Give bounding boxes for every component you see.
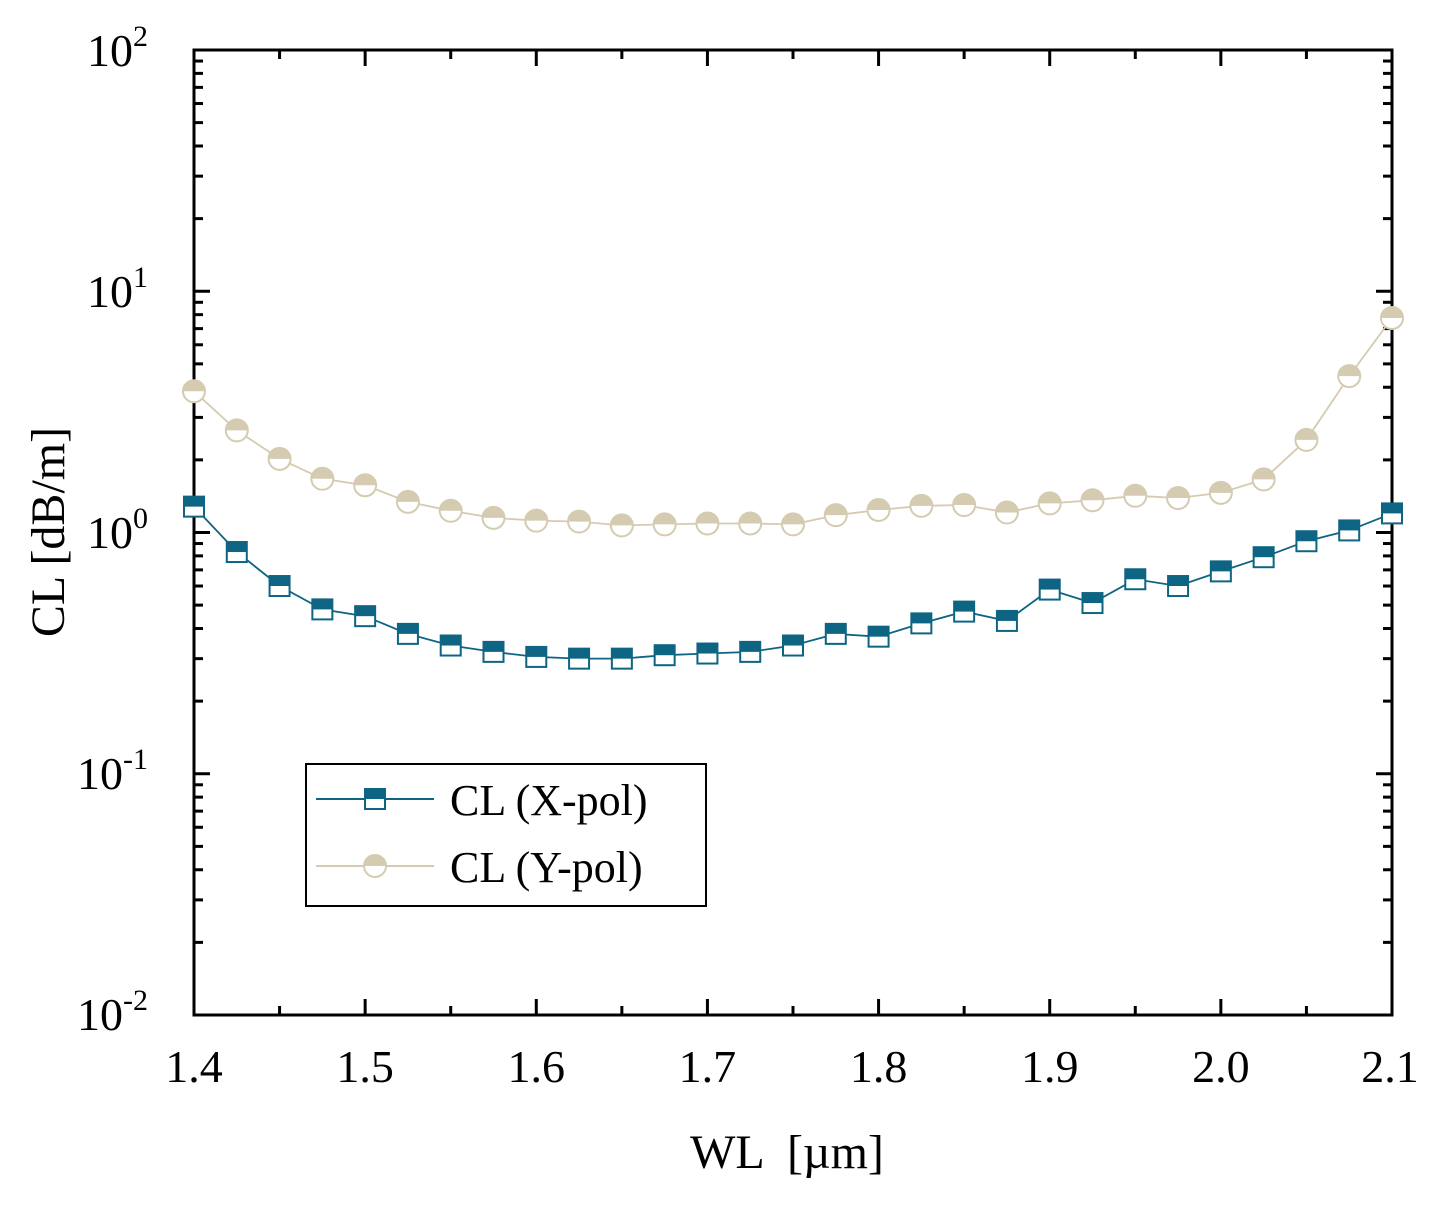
x-tick-label: 1.7 bbox=[679, 1041, 737, 1092]
data-point-y-pol bbox=[1166, 485, 1191, 510]
data-point-x-pol bbox=[268, 575, 291, 598]
data-point-x-pol bbox=[653, 644, 676, 667]
data-point-x-pol bbox=[910, 612, 933, 635]
data-point-y-pol bbox=[652, 512, 677, 537]
legend-marker-x-pol bbox=[364, 788, 386, 810]
y-axis-title: CL [dB/m] bbox=[22, 427, 75, 637]
data-point-x-pol bbox=[482, 640, 505, 663]
data-point-y-pol bbox=[1080, 488, 1105, 513]
y-tick-labels: 102 101 100 10-1 10-2 bbox=[77, 20, 148, 1040]
data-point-x-pol bbox=[1038, 578, 1061, 601]
legend-item-y-pol: CL (Y-pol) bbox=[316, 843, 643, 892]
data-point-x-pol bbox=[1167, 575, 1190, 598]
y-tick-label: 10-2 bbox=[77, 984, 148, 1040]
data-point-y-pol bbox=[695, 511, 720, 536]
data-point-x-pol bbox=[225, 541, 248, 564]
legend-item-x-pol: CL (X-pol) bbox=[316, 776, 648, 825]
data-point-y-pol bbox=[609, 513, 634, 538]
x-tick-label: 2.1 bbox=[1361, 1041, 1419, 1092]
x-tick-label: 1.4 bbox=[165, 1041, 223, 1092]
data-point-x-pol bbox=[1081, 592, 1104, 615]
data-point-x-pol bbox=[568, 647, 591, 670]
data-point-y-pol bbox=[481, 505, 506, 530]
data-point-x-pol bbox=[824, 622, 847, 645]
data-point-y-pol bbox=[395, 489, 420, 514]
data-point-x-pol bbox=[1209, 560, 1232, 583]
x-tick-labels: 1.4 1.5 1.6 1.7 1.8 1.9 2.0 2.1 bbox=[165, 1041, 1419, 1092]
data-point-y-pol bbox=[224, 418, 249, 443]
x-axis-title: WL [µm] bbox=[690, 1126, 884, 1179]
data-point-y-pol bbox=[1251, 467, 1276, 492]
data-point-x-pol bbox=[995, 609, 1018, 632]
data-point-x-pol bbox=[354, 605, 377, 628]
data-point-y-pol bbox=[438, 498, 463, 523]
data-point-y-pol bbox=[1208, 480, 1233, 505]
data-point-y-pol bbox=[524, 508, 549, 533]
data-point-y-pol bbox=[1294, 427, 1319, 452]
legend-label-x-pol: CL (X-pol) bbox=[450, 776, 648, 825]
data-point-x-pol bbox=[696, 642, 719, 665]
data-point-x-pol bbox=[1381, 502, 1403, 525]
x-tick-label: 1.6 bbox=[508, 1041, 566, 1092]
data-point-x-pol bbox=[396, 622, 419, 645]
data-point-x-pol bbox=[183, 495, 205, 518]
legend-marker-circle bbox=[363, 854, 387, 878]
data-point-y-pol bbox=[823, 503, 848, 528]
legend-marker-square bbox=[364, 788, 386, 810]
legend: CL (X-pol) CL (Y-pol) bbox=[305, 763, 707, 907]
data-point-x-pol bbox=[953, 600, 976, 623]
data-point-y-pol bbox=[182, 379, 206, 404]
data-point-x-pol bbox=[439, 634, 462, 657]
data-point-y-pol bbox=[1337, 364, 1362, 389]
legend-label-y-pol: CL (Y-pol) bbox=[450, 843, 643, 892]
data-point-x-pol bbox=[1338, 519, 1361, 542]
data-point-x-pol bbox=[311, 598, 334, 621]
data-point-y-pol bbox=[1123, 483, 1148, 508]
data-point-x-pol bbox=[525, 645, 548, 668]
y-tick-label: 101 bbox=[87, 261, 148, 317]
data-point-y-pol bbox=[267, 446, 292, 471]
data-point-x-pol bbox=[739, 640, 762, 663]
data-point-x-pol bbox=[610, 647, 633, 670]
data-point-y-pol bbox=[781, 512, 805, 537]
data-point-y-pol bbox=[1380, 305, 1404, 330]
data-point-y-pol bbox=[909, 493, 934, 518]
x-tick-label: 2.0 bbox=[1192, 1041, 1250, 1092]
y-tick-label: 102 bbox=[87, 20, 148, 76]
y-tick-label: 100 bbox=[87, 502, 148, 558]
data-point-y-pol bbox=[1037, 491, 1062, 516]
data-point-x-pol bbox=[782, 634, 804, 657]
legend-box bbox=[305, 763, 707, 907]
data-point-x-pol bbox=[1252, 546, 1275, 569]
x-tick-label: 1.9 bbox=[1021, 1041, 1079, 1092]
data-point-y-pol bbox=[567, 509, 592, 534]
data-point-y-pol bbox=[866, 497, 891, 522]
data-point-x-pol bbox=[1124, 568, 1147, 591]
data-point-y-pol bbox=[994, 500, 1019, 525]
data-point-y-pol bbox=[952, 493, 977, 518]
data-point-x-pol bbox=[1295, 530, 1318, 553]
marker-layer bbox=[182, 305, 1404, 670]
y-tick-label: 10-1 bbox=[77, 743, 148, 799]
axis-ticks bbox=[192, 48, 1394, 1017]
data-point-y-pol bbox=[310, 466, 335, 491]
x-tick-label: 1.8 bbox=[850, 1041, 908, 1092]
data-point-y-pol bbox=[738, 511, 763, 536]
legend-marker-y-pol bbox=[363, 854, 387, 878]
x-tick-label: 1.5 bbox=[336, 1041, 394, 1092]
data-point-x-pol bbox=[867, 625, 890, 648]
data-point-y-pol bbox=[353, 473, 378, 498]
